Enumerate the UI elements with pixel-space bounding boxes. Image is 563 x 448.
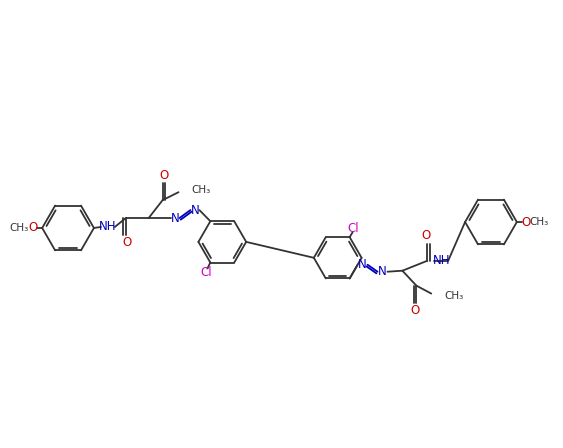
Text: O: O xyxy=(122,237,131,250)
Text: NH: NH xyxy=(432,254,450,267)
Text: N: N xyxy=(171,211,180,224)
Text: NH: NH xyxy=(99,220,117,233)
Text: CH₃: CH₃ xyxy=(529,217,548,227)
Text: O: O xyxy=(159,169,168,182)
Text: CH₃: CH₃ xyxy=(191,185,211,195)
Text: N: N xyxy=(191,203,200,216)
Text: N: N xyxy=(358,258,367,271)
Text: O: O xyxy=(29,221,38,234)
Text: CH₃: CH₃ xyxy=(10,223,29,233)
Text: Cl: Cl xyxy=(348,222,359,235)
Text: N: N xyxy=(378,265,387,278)
Text: O: O xyxy=(411,304,420,317)
Text: Cl: Cl xyxy=(200,266,212,279)
Text: CH₃: CH₃ xyxy=(444,291,463,301)
Text: O: O xyxy=(521,215,530,228)
Text: O: O xyxy=(422,229,431,242)
